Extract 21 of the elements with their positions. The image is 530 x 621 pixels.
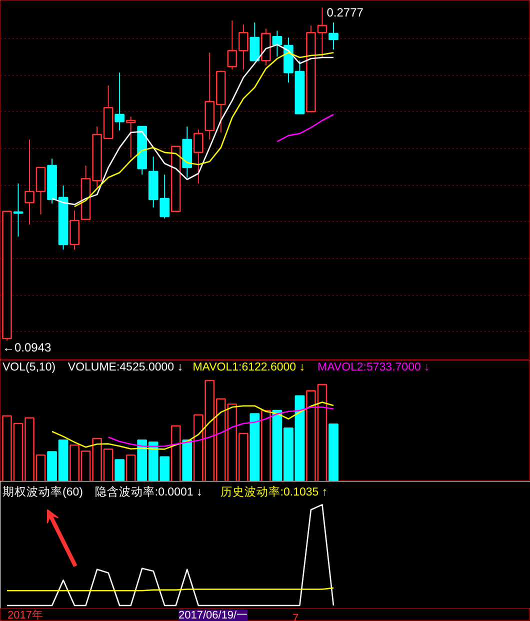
bar (250, 413, 260, 481)
candlestick (272, 30, 282, 58)
chart-title: VOL(5,10) (2, 362, 56, 374)
bar (328, 423, 338, 481)
text: MAVOL1:6122.6000 ↓ (192, 362, 306, 374)
candlestick (114, 72, 125, 131)
text: MAVOL2:5733.7000 ↓ (318, 362, 430, 374)
text: 2017/06/19/一 (178, 610, 248, 621)
annotation: ←0.0943 (2, 340, 52, 355)
text: 历史波动率:0.1035 ↑ (220, 484, 328, 498)
text: VOLUME:4525.0000 ↓ (68, 362, 183, 374)
bar (182, 440, 192, 481)
candlestick (261, 28, 271, 66)
annotation: 0.2777 (326, 6, 364, 20)
text: 2017年 (8, 610, 43, 621)
candlestick (182, 126, 192, 178)
candlestick (70, 210, 80, 250)
candlestick (328, 22, 338, 50)
bar (114, 459, 125, 481)
text: 隐含波动率:0.0001 ↓ (94, 484, 202, 498)
chart-title: 期权波动率(60) (2, 484, 84, 498)
